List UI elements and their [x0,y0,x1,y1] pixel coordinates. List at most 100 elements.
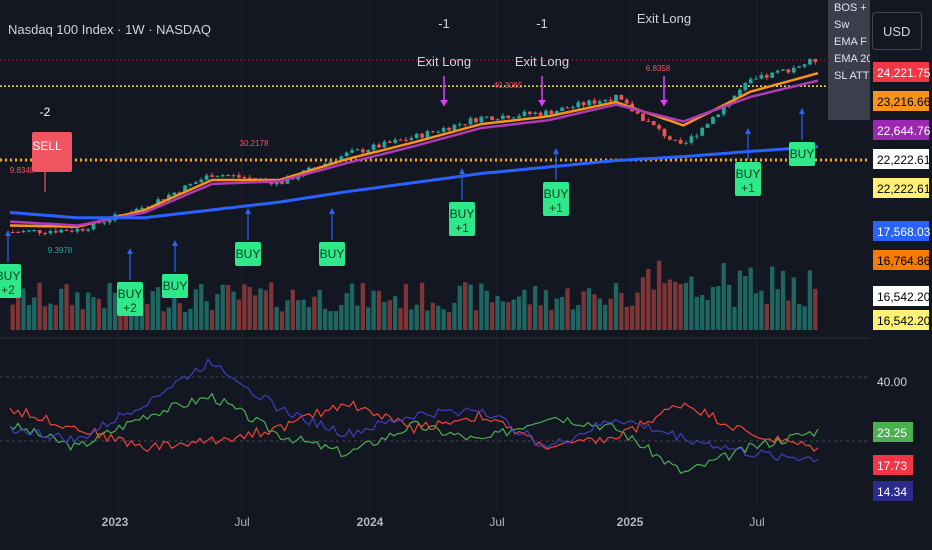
candle-body [522,111,527,116]
buy-label: BUY [736,167,761,181]
candle-body [86,229,90,231]
volume-bar [651,289,656,330]
candle-body [576,102,581,107]
volume-bar [538,305,543,330]
osc-label: 17.73 [877,459,907,473]
candle-body [32,230,37,232]
volume-bar [392,296,398,330]
volume-bar [285,300,290,330]
candle-body [350,150,354,153]
buy-qty: +2 [1,283,15,297]
candle-body [414,133,419,139]
volume-bar [452,302,457,330]
buy-label: BUY [450,207,475,221]
candle-body [140,207,144,209]
volume-bar [527,304,532,330]
volume-bar [188,308,193,330]
volume-bar [770,266,775,330]
candle-body [366,150,371,153]
volume-bar [780,270,786,330]
candle-body [167,194,171,200]
exit-long-signal: -1 Exit Long [515,16,569,106]
price-label: 22,222.61 [877,182,931,196]
volume-bar [204,301,209,330]
candle-body [527,111,532,115]
buy-arrow-head [553,148,559,154]
volume-bar [301,299,306,330]
volume-bar [403,284,409,330]
volume-bar [786,300,791,330]
candle-body [296,176,301,180]
candle-body [490,116,494,120]
volume-bar [242,284,247,330]
sell-signal: -2 SELL [32,105,72,192]
osc-label-box [873,422,913,442]
candle-body [307,167,311,171]
candle-body [813,59,818,62]
volume-bar [322,308,328,330]
volume-bar [813,288,818,330]
candle-body [474,118,478,123]
volume-bar [549,309,554,330]
volume-bar [177,303,182,330]
candle-body [328,161,333,164]
candle-body [188,183,193,186]
buy-signal: BUY [319,208,345,266]
sell-label: SELL [32,139,62,153]
buy-arrow-head [745,128,751,134]
candle-body [237,175,241,178]
currency-button[interactable]: USD [872,12,922,50]
volume-bar [247,287,252,330]
time-label: Jul [749,515,764,529]
buy-arrow-head [245,208,251,214]
indicator-legend[interactable]: BOS + BU Sw EMA F EMA 20 SL ATT [828,0,870,120]
candle-body [430,131,435,133]
candle-body [242,177,247,179]
candle-body [274,181,279,185]
volume-bar [398,307,403,330]
volume-bar [155,287,161,330]
volume-bar [349,283,355,330]
ema-line [9,71,819,229]
osc-label-box [873,481,913,501]
osc-line [9,400,819,453]
trade-signals: BUY+2BUY+2BUYBUYBUYBUY+1BUY+1BUY+1BUY-2S… [0,11,815,316]
osc-line [9,392,819,474]
volume-bar [69,304,75,330]
candle-body [193,182,198,184]
candle-body [721,106,726,115]
price-label: 24,221.75 [877,66,931,80]
volume-bar [32,297,37,330]
candle-body [377,144,381,148]
price-label: 22,222.61 [877,153,931,167]
volume-bar [473,310,479,330]
volume-bar [236,299,242,330]
volume-bar [328,311,333,330]
volume-bar [419,282,425,330]
candle-body [560,107,565,111]
candle-body [468,118,473,125]
price-label: 17,568.03 [877,225,931,239]
volume-bar [705,300,710,330]
candle-body [226,175,231,177]
candle-body [393,139,398,143]
volume-bar [199,284,204,330]
price-label-box [873,221,929,241]
volume-bar [597,298,602,330]
candle-body [506,115,511,119]
volume-bar [630,305,635,330]
volume-bar [317,289,322,330]
volume-bar [565,288,570,330]
volume-bar [355,305,360,330]
volume-bar [436,305,441,330]
buy-label: BUY [163,279,188,293]
candle-body [21,230,26,233]
volume-bar [360,283,365,330]
time-label: Jul [234,515,249,529]
volume-bar [559,297,565,330]
candle-body [743,83,748,90]
candle-body [791,67,796,73]
price-label-box [873,310,929,330]
ema-lines [9,71,819,229]
